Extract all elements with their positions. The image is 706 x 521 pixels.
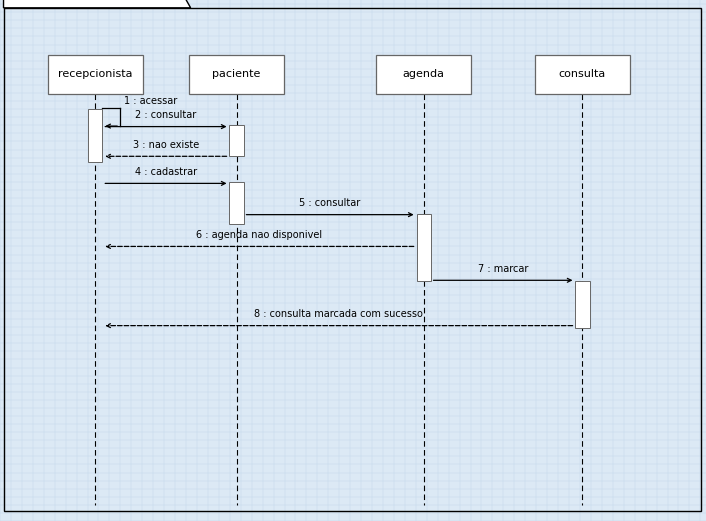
Text: 5 : consultar: 5 : consultar (299, 199, 361, 208)
Bar (376, 55, 472, 94)
Text: Marcar Consulta: Marcar Consulta (70, 0, 167, 1)
Polygon shape (4, 0, 191, 8)
Text: 3 : nao existe: 3 : nao existe (133, 140, 199, 150)
Text: 6 : agenda nao disponivel: 6 : agenda nao disponivel (196, 230, 323, 240)
Bar (229, 125, 244, 156)
Text: agenda: agenda (402, 69, 445, 79)
Text: 8 : consulta marcada com sucesso: 8 : consulta marcada com sucesso (254, 309, 424, 319)
Text: paciente: paciente (213, 69, 261, 79)
Bar (417, 214, 431, 281)
Bar (48, 55, 143, 94)
Text: interaction: interaction (12, 0, 85, 1)
Text: 1 : acessar: 1 : acessar (124, 96, 176, 106)
Text: 7 : marcar: 7 : marcar (478, 264, 528, 274)
Text: 4 : cadastrar: 4 : cadastrar (135, 167, 197, 177)
Text: consulta: consulta (559, 69, 606, 79)
Text: recepcionista: recepcionista (58, 69, 133, 79)
Text: 2 : consultar: 2 : consultar (136, 110, 196, 120)
Bar (575, 281, 590, 328)
Bar (229, 182, 244, 224)
Bar (535, 55, 630, 94)
Bar (189, 55, 284, 94)
Bar (88, 109, 102, 162)
